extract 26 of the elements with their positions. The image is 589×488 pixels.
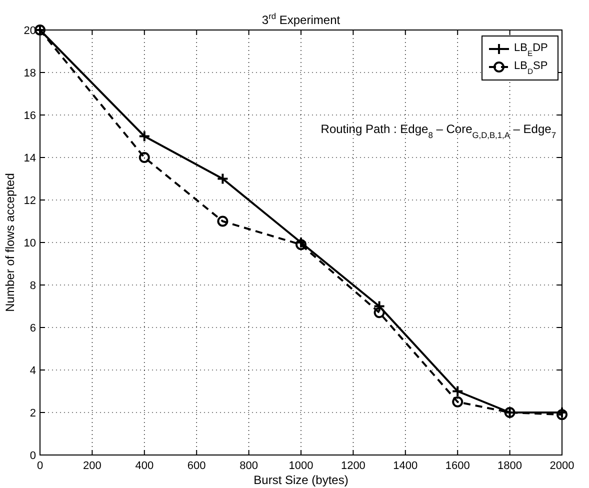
y-tick-label: 18	[24, 68, 36, 80]
x-tick-label: 400	[135, 460, 154, 472]
x-tick-label: 1600	[445, 460, 470, 472]
x-tick-label: 2000	[550, 460, 574, 472]
y-tick-label: 2	[30, 408, 36, 420]
x-tick-label: 200	[83, 460, 102, 472]
x-axis-title: Burst Size (bytes)	[254, 473, 348, 487]
legend-label: LB$_{D}$SP	[514, 60, 548, 76]
x-tick-label: 600	[187, 460, 206, 472]
y-tick-label: 16	[24, 110, 36, 122]
x-tick-label: 1000	[288, 460, 314, 472]
y-tick-label: 12	[24, 195, 36, 207]
chart-title: 3$^{rd}$ Experiment	[262, 11, 341, 27]
x-tick-label: 800	[240, 460, 258, 472]
x-tick-label: 1200	[340, 460, 366, 472]
y-tick-label: 4	[30, 365, 36, 377]
y-tick-label: 6	[30, 322, 36, 334]
x-tick-label: 1800	[498, 460, 522, 472]
annotation: Routing Path : Edge$_{8}$ – Core$_{G,D,B,1,A}$ – Edge$_{7}$	[320, 122, 556, 140]
y-tick-label: 10	[24, 238, 36, 250]
y-tick-label: 8	[30, 280, 36, 292]
y-axis-title: Number of flows accepted	[3, 173, 17, 312]
legend-label: LB$_{E}$DP	[514, 42, 548, 58]
x-tick-label: 1400	[393, 460, 418, 472]
y-tick-label: 0	[30, 450, 36, 462]
y-tick-label: 14	[24, 152, 36, 164]
